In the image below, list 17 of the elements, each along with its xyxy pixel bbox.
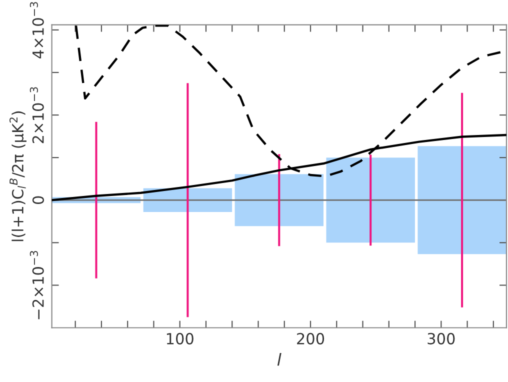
bar [326, 158, 415, 243]
y-tick-label: 0 [32, 196, 44, 204]
y-tick-label: 4×10$^{−3}$ [30, 2, 44, 58]
bar [370, 154, 372, 246]
x-tick-label: 200 [297, 332, 324, 344]
y-axis-title: l(l+1)C$_{l}$$^{B}$/2π (μK$^{2}$) [10, 111, 26, 242]
bar [95, 122, 98, 278]
x-axis-title: l [277, 352, 282, 366]
x-tick-label: 300 [428, 332, 455, 344]
bar [461, 92, 464, 308]
x-tick-label: 100 [166, 332, 194, 344]
y-tick-label: −2×10$^{−3}$ [30, 250, 44, 320]
y-tick-label: 2×10$^{−3}$ [30, 87, 44, 144]
bar [186, 83, 189, 318]
bar [278, 154, 280, 246]
bar [234, 174, 324, 226]
bar [418, 146, 506, 254]
